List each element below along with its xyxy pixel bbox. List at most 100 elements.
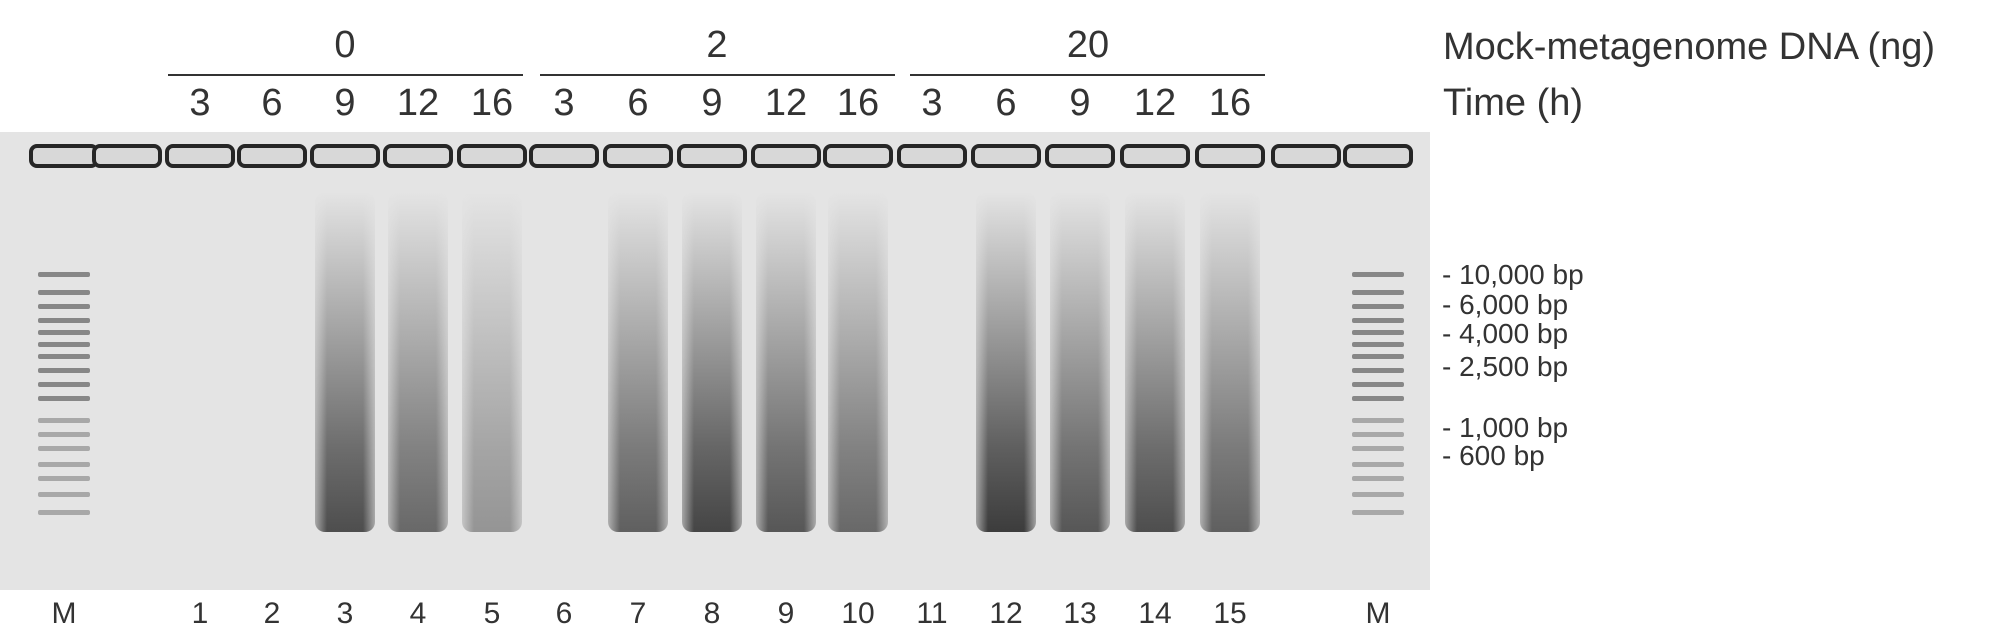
marker-600: - 600 bp	[1442, 440, 1545, 471]
time-value: 12	[396, 82, 440, 124]
gel-well	[29, 144, 99, 168]
marker-6000: - 6,000 bp	[1442, 289, 1569, 320]
marker-1000-text: 1,000 bp	[1459, 412, 1569, 443]
ladder-band	[1352, 462, 1404, 467]
lane-number: 1	[191, 597, 209, 630]
ladder-band	[38, 418, 90, 423]
time-value: 16	[1208, 82, 1252, 124]
gel-well	[237, 144, 307, 168]
marker-2500-text: 2,500 bp	[1459, 351, 1569, 382]
ladder-band	[38, 476, 90, 481]
ladder-band	[38, 382, 90, 387]
lane-number: 8	[703, 597, 721, 630]
sample-smear	[315, 192, 375, 532]
ladder-band	[1352, 304, 1404, 309]
sample-smear	[1200, 192, 1260, 532]
lane-number: 10	[841, 597, 875, 630]
gel-well	[751, 144, 821, 168]
gel-well	[1271, 144, 1341, 168]
group-label-2: 2	[706, 24, 728, 66]
ladder-band	[38, 304, 90, 309]
time-value: 12	[764, 82, 808, 124]
ladder-band	[1352, 476, 1404, 481]
sample-smear	[976, 192, 1036, 532]
gel-well	[1045, 144, 1115, 168]
ladder-band	[38, 272, 90, 277]
ladder-band	[1352, 510, 1404, 515]
group-line-20	[910, 74, 1265, 76]
lane-number: 5	[483, 597, 501, 630]
ladder-band	[38, 330, 90, 335]
ladder-band	[1352, 368, 1404, 373]
gel-well	[165, 144, 235, 168]
lane-number: M	[51, 597, 77, 630]
ladder-band	[38, 318, 90, 323]
ladder-band	[38, 290, 90, 295]
ladder-band	[1352, 272, 1404, 277]
ladder-band	[1352, 342, 1404, 347]
gel-svg	[29, 144, 1413, 532]
ladder-band	[1352, 330, 1404, 335]
time-value: 12	[1133, 82, 1177, 124]
sample-smear	[608, 192, 668, 532]
gel-well	[310, 144, 380, 168]
gel-well	[603, 144, 673, 168]
ladder-band	[1352, 492, 1404, 497]
marker-600-text: 600 bp	[1459, 440, 1545, 471]
ladder-band	[1352, 382, 1404, 387]
marker-4000: - 4,000 bp	[1442, 318, 1569, 349]
gel-well	[457, 144, 527, 168]
gel-well	[897, 144, 967, 168]
gel-well	[1343, 144, 1413, 168]
ladder-band	[38, 396, 90, 401]
ladder-band	[38, 432, 90, 437]
ladder-band	[1352, 432, 1404, 437]
gel-image	[0, 132, 1430, 590]
sample-smear	[682, 192, 742, 532]
lane-number: 12	[989, 597, 1023, 630]
lane-number: 13	[1063, 597, 1097, 630]
time-value: 6	[627, 82, 649, 124]
marker-10000-text: 10,000 bp	[1459, 259, 1584, 290]
marker-10000: - 10,000 bp	[1442, 259, 1584, 290]
group-line-0	[168, 74, 523, 76]
time-value: 3	[189, 82, 211, 124]
gel-well	[1195, 144, 1265, 168]
ladder-band	[38, 492, 90, 497]
time-value: 6	[261, 82, 283, 124]
lane-number: M	[1365, 597, 1391, 630]
marker-2500: - 2,500 bp	[1442, 351, 1569, 382]
ladder-band	[38, 446, 90, 451]
lane-number: 2	[263, 597, 281, 630]
sample-smear	[828, 192, 888, 532]
time-value: 3	[921, 82, 943, 124]
time-value: 6	[995, 82, 1017, 124]
lane-number: 11	[916, 597, 948, 630]
time-value: 16	[836, 82, 880, 124]
dna-amount-label: Mock-metagenome DNA (ng)	[1443, 26, 1936, 68]
ladder-band	[1352, 418, 1404, 423]
time-value: 9	[701, 82, 723, 124]
ladder-lane	[1352, 272, 1404, 515]
lane-number: 3	[336, 597, 354, 630]
ladder-band	[38, 354, 90, 359]
lane-number: 6	[555, 597, 573, 630]
sample-smear	[1050, 192, 1110, 532]
gel-well	[1120, 144, 1190, 168]
marker-1000: - 1,000 bp	[1442, 412, 1569, 443]
marker-6000-text: 6,000 bp	[1459, 289, 1569, 320]
gel-well	[92, 144, 162, 168]
time-value: 3	[553, 82, 575, 124]
gel-well	[677, 144, 747, 168]
marker-4000-text: 4,000 bp	[1459, 318, 1569, 349]
sample-smear	[756, 192, 816, 532]
sample-smear	[388, 192, 448, 532]
time-value: 9	[334, 82, 356, 124]
ladder-band	[38, 368, 90, 373]
ladder-band	[38, 342, 90, 347]
time-label: Time (h)	[1443, 82, 1584, 124]
gel-well	[823, 144, 893, 168]
sample-smear	[1125, 192, 1185, 532]
ladder-band	[38, 510, 90, 515]
time-value: 16	[470, 82, 514, 124]
